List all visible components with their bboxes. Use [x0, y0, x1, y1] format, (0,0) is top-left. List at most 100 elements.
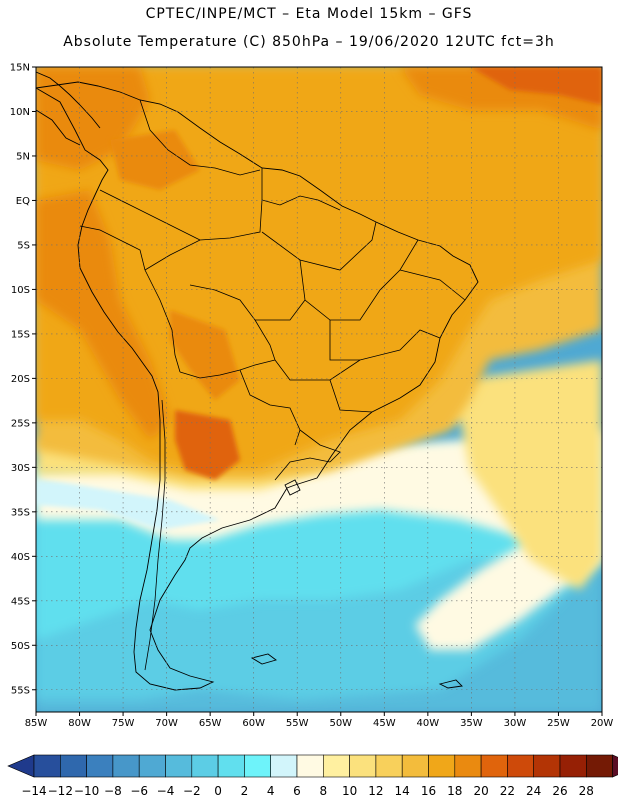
- lat-tick-label: 35S: [11, 507, 30, 518]
- lat-tick-label: 25S: [11, 418, 30, 429]
- falkland-islands: [250, 653, 277, 665]
- lon-tick-label: 85W: [25, 718, 48, 729]
- chart-title-line2: Absolute Temperature (C) 850hPa – 19/06/…: [63, 34, 555, 50]
- colorbar-label: 8: [319, 784, 327, 798]
- lat-tick-label: 20S: [11, 374, 30, 385]
- field-red-orange-ne: [470, 67, 602, 105]
- colorbar-label: −10: [74, 784, 99, 798]
- border-argentina-brazil: [299, 429, 341, 463]
- border-brazil-west: [144, 199, 263, 271]
- colorbar-swatch: [559, 754, 587, 778]
- border-chile-argentina: [144, 399, 166, 671]
- lon-tick-label: 80W: [68, 718, 91, 729]
- colorbar-label: 0: [214, 784, 222, 798]
- colorbar-swatch: [296, 754, 324, 778]
- longitude-labels: 85W 80W 75W 70W 65W 60W 55W 50W 45W 40W 35W 30W 25W 2…: [25, 712, 613, 729]
- colorbar-swatch: [33, 754, 61, 778]
- colorbar-swatch: [428, 754, 456, 778]
- map-frame: [35, 66, 603, 713]
- colorbar-label: 16: [421, 784, 436, 798]
- colorbar-swatch: [507, 754, 534, 778]
- colorbar-label: 20: [473, 784, 488, 798]
- lon-tick-label: 55W: [286, 718, 309, 729]
- colorbar-swatch: [349, 754, 377, 778]
- lat-tick-label: 10N: [10, 107, 30, 118]
- colorbar-label: −4: [157, 784, 175, 798]
- colorbar-swatch: [585, 754, 613, 778]
- temperature-field: [36, 67, 602, 712]
- central-america-coast: [36, 71, 101, 146]
- latitude-labels: 15N 10N 5N EQ 5S 10S 15S 20S 25S 30S 35S 40S 45S 50S 5…: [10, 63, 36, 696]
- lat-tick-label: 5N: [16, 151, 30, 162]
- colorbar-swatch: [454, 754, 482, 778]
- field-red-orange-chaco: [175, 410, 240, 480]
- lon-tick-label: 40W: [417, 718, 440, 729]
- chart-title-line1: CPTEC/INPE/MCT – Eta Model 15km – GFS: [145, 6, 473, 22]
- field-pale-cyan: [36, 478, 220, 530]
- border-uruguay: [274, 457, 331, 481]
- lon-tick-label: 60W: [242, 718, 265, 729]
- south-georgia: [438, 679, 463, 689]
- colorbar-label: −2: [183, 784, 201, 798]
- border-guianas: [261, 168, 341, 211]
- lon-tick-label: 45W: [373, 718, 396, 729]
- colorbar-label: 14: [395, 784, 410, 798]
- colorbar-swatch: [217, 754, 245, 778]
- lon-tick-label: 75W: [112, 718, 135, 729]
- colorbar-label: 18: [447, 784, 462, 798]
- border-peru-ecuador: [79, 225, 146, 271]
- colorbar-label: −12: [48, 784, 73, 798]
- colorbar-label: −6: [130, 784, 148, 798]
- lon-tick-label: 35W: [460, 718, 483, 729]
- colorbar-swatch: [322, 754, 350, 778]
- border-brazil-states-6: [329, 379, 373, 413]
- lon-tick-label: 30W: [504, 718, 527, 729]
- border-brazil-states-1: [261, 221, 377, 271]
- colorbar-label: −14: [21, 784, 46, 798]
- lat-tick-label: 50S: [11, 641, 30, 652]
- field-dark-orange-bolivia: [170, 310, 240, 400]
- south-america-coast: [36, 81, 479, 691]
- field-dark-orange-west: [36, 190, 170, 440]
- border-brazil-states-7: [399, 269, 466, 301]
- colorbar-label: −8: [104, 784, 122, 798]
- border-colombia-south: [99, 189, 201, 241]
- lat-tick-label: 15N: [10, 63, 30, 74]
- colorbar-swatch: [533, 754, 561, 778]
- lat-tick-label: 40S: [11, 552, 30, 563]
- colorbar: [7, 754, 618, 778]
- colorbar-swatch: [375, 754, 403, 778]
- field-dark-orange-colombia: [110, 130, 200, 190]
- lat-tick-label: 55S: [11, 685, 30, 696]
- colorbar-labels: −14 −12 −10 −8 −6 −4 −2 0 2 4 6 8 10 12 14 16 18 20 22 24 26…: [21, 784, 594, 798]
- border-brazil-states-4: [329, 320, 441, 361]
- colorbar-swatch: [480, 754, 508, 778]
- lat-tick-label: EQ: [16, 196, 30, 207]
- colorbar-swatch: [86, 754, 114, 778]
- border-paraguay: [239, 369, 301, 446]
- lon-tick-label: 70W: [155, 718, 178, 729]
- border-bolivia-brazil: [189, 284, 276, 361]
- lagoa-patos: [284, 479, 301, 496]
- field-yellow: [36, 360, 602, 590]
- colorbar-label: 24: [526, 784, 541, 798]
- lat-tick-label: 5S: [17, 240, 30, 251]
- lon-tick-label: 50W: [329, 718, 352, 729]
- colorbar-swatch: [244, 754, 271, 778]
- lat-tick-label: 45S: [11, 596, 30, 607]
- colorbar-swatch: [59, 754, 87, 778]
- border-colombia-venezuela: [139, 99, 261, 176]
- colorbar-label: 6: [293, 784, 301, 798]
- colorbar-swatch: [112, 754, 140, 778]
- lon-tick-label: 65W: [199, 718, 222, 729]
- country-borders: [79, 99, 466, 671]
- colorbar-label: 4: [267, 784, 275, 798]
- colorbar-arrow-min: [7, 754, 35, 778]
- lon-tick-label: 25W: [547, 718, 570, 729]
- colorbar-label: 10: [342, 784, 357, 798]
- colorbar-swatch: [401, 754, 429, 778]
- colorbar-arrow-max: [612, 754, 618, 778]
- colorbar-swatch: [165, 754, 193, 778]
- colorbar-label: 26: [552, 784, 567, 798]
- coastlines: [36, 71, 479, 691]
